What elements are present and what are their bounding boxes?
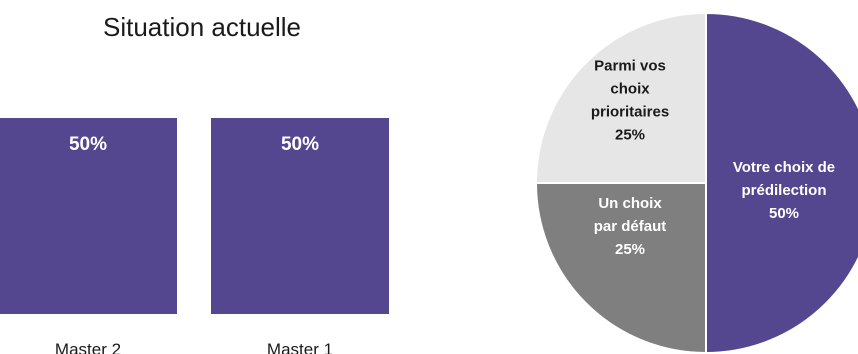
slice-label-line: choix	[610, 81, 650, 98]
slice-label-line: 25%	[615, 241, 645, 258]
bar-chart: 50% Master 2 50% Master 1	[0, 118, 389, 354]
bar-master-1	[211, 118, 389, 314]
slice-label-line: Votre choix de	[733, 159, 835, 176]
category-label: Master 1	[267, 340, 333, 354]
slice-label-line: Un choix	[598, 195, 662, 212]
bar-data-label: 50%	[281, 134, 319, 155]
pie-chart: Votre choix de prédilection 50% Un choix par…	[534, 11, 858, 354]
slice-label: Parmi vos choix prioritaires 25%	[591, 58, 669, 144]
slice-label-line: prioritaires	[591, 104, 669, 121]
slice-label-line: prédilection	[741, 182, 826, 199]
slice-predilection	[705, 11, 858, 354]
slice-prioritaires	[534, 11, 707, 184]
slice-label-line: Parmi vos	[594, 58, 666, 75]
slice-label-line: 50%	[769, 205, 799, 222]
slice-label-line: par défaut	[594, 218, 667, 235]
slice-label-line: 25%	[615, 127, 645, 144]
slice-label: Votre choix de prédilection 50%	[733, 159, 835, 222]
chart-title: Situation actuelle	[103, 12, 301, 42]
bar-data-label: 50%	[69, 134, 107, 155]
bar-master-2	[0, 118, 177, 314]
slice-label: Un choix par défaut 25%	[594, 195, 667, 258]
slice-par-defaut	[534, 182, 707, 354]
category-label: Master 2	[55, 340, 121, 354]
